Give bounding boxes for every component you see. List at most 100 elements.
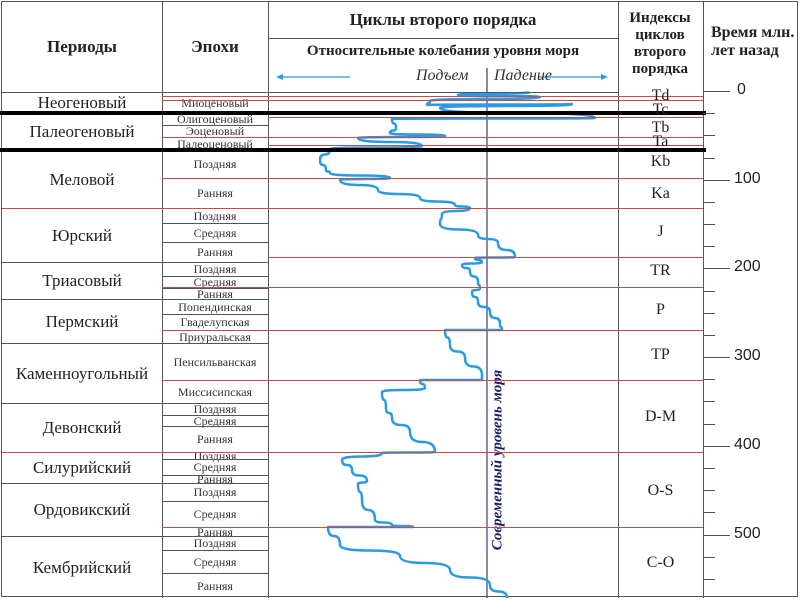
period-name: Палеогеновый: [29, 122, 135, 141]
epoch-name: Ранняя: [197, 432, 233, 446]
epoch-divider: [162, 223, 268, 224]
header-sea-level-title: Относительные колебания уровня моря: [306, 43, 580, 60]
epoch-name: Средняя: [193, 507, 237, 521]
period-name: Меловой: [49, 169, 115, 189]
cycle-boundary-line: [162, 330, 703, 331]
fall-label: Падение: [494, 67, 552, 84]
period-divider: [2, 299, 162, 300]
period-name: Ордовикский: [33, 500, 131, 519]
minor-tick: [703, 556, 715, 558]
epoch-name: Пенсильванская: [173, 354, 257, 369]
epoch-name: Приуральская: [179, 329, 251, 344]
epoch-divider: [162, 415, 268, 416]
epoch-divider: [162, 459, 268, 460]
period-name: Пермский: [45, 311, 119, 331]
fall-arrow-head-icon: [601, 74, 608, 80]
cycle-index: TR: [650, 262, 671, 279]
period-name: Каменноугольный: [15, 363, 149, 383]
header-bottom: [2, 92, 618, 93]
epoch-name: Олигоценовый: [176, 112, 254, 126]
epoch-name: Поздняя: [193, 262, 237, 276]
epoch-divider: [162, 573, 268, 574]
epoch-name: Средняя: [193, 460, 237, 474]
period-divider: [2, 536, 162, 537]
epoch-name: Ранняя: [197, 186, 233, 200]
time-tick-label: 0: [737, 81, 746, 98]
epoch-divider: [162, 475, 268, 476]
epoch-name: Средняя: [193, 413, 237, 428]
header-divider: [268, 38, 618, 39]
cycle-boundary-line: [268, 145, 703, 146]
cycle-index: Td: [651, 87, 670, 104]
cycle-boundary-line: [268, 257, 703, 258]
minor-tick: [703, 157, 715, 159]
epoch-divider: [162, 550, 268, 551]
cycle-boundary-line: [2, 208, 703, 209]
period-divider: [2, 343, 162, 344]
epoch-divider: [162, 262, 268, 263]
epoch-name: Средняя: [193, 225, 237, 240]
epoch-divider: [162, 276, 268, 277]
major-tick: [703, 357, 730, 359]
minor-tick: [703, 246, 715, 248]
cycle-index: J: [657, 223, 664, 240]
period-name: Неогеновый: [37, 93, 127, 112]
cycle-index: D-M: [644, 408, 677, 425]
cycle-boundary-line: [162, 287, 703, 288]
header-periods: Периоды: [47, 37, 117, 57]
epoch-name: Эоценовый: [185, 124, 245, 138]
epoch-name: Ранняя: [197, 524, 233, 539]
period-name: Триасовый: [42, 271, 122, 290]
epoch-name: Ранняя: [197, 472, 233, 486]
cycle-index: O-S: [647, 482, 674, 499]
time-tick-label: 500: [734, 524, 761, 542]
period-name: Кембрийский: [32, 557, 132, 577]
rise-label: Подъем: [416, 67, 469, 84]
minor-tick: [703, 379, 715, 381]
epoch-divider: [162, 288, 268, 289]
epoch-name: Поздняя: [193, 448, 237, 463]
cycle-index: Tc: [652, 101, 669, 118]
cycle-index: Ta: [652, 133, 669, 150]
epoch-divider: [162, 299, 268, 300]
minor-tick: [703, 290, 715, 292]
epoch-divider: [162, 536, 268, 537]
minor-tick: [703, 135, 715, 137]
epoch-name: Гваделупская: [180, 315, 250, 329]
period-name: Силурийский: [32, 458, 132, 477]
epoch-name: Поздняя: [193, 157, 237, 171]
major-tick: [703, 534, 730, 536]
sea-level-curve: [318, 90, 597, 599]
cycle-boundary-line: [162, 380, 703, 381]
cycle-boundary-line: [162, 100, 703, 101]
cycle-boundary-line: [162, 96, 703, 97]
era-boundary-line: [0, 148, 706, 152]
epoch-name: Средняя: [193, 275, 237, 289]
epoch-divider: [162, 501, 268, 502]
rise-arrow-head-icon: [276, 74, 283, 80]
cycle-boundary-line: [268, 117, 703, 118]
epoch-name: Палеоценовый: [177, 136, 253, 151]
column-divider: [703, 2, 704, 598]
epoch-name: Миоценовый: [181, 95, 249, 110]
epoch-divider: [162, 314, 268, 315]
time-tick-label: 200: [734, 258, 761, 276]
minor-tick: [703, 224, 715, 226]
header-epochs: Эпохи: [191, 37, 239, 57]
header-cycles-title: Циклы второго порядка: [349, 10, 537, 30]
period-name: Юрский: [52, 225, 112, 245]
minor-tick: [703, 334, 715, 336]
major-tick: [703, 445, 730, 447]
cycle-index: C-O: [646, 554, 675, 571]
epoch-divider: [162, 403, 268, 404]
epoch-name: Поздняя: [193, 536, 237, 550]
major-tick: [703, 179, 730, 181]
minor-tick: [703, 578, 715, 580]
epoch-name: Поздняя: [193, 485, 237, 499]
minor-tick: [703, 401, 715, 403]
column-divider: [618, 2, 619, 598]
cycle-index: Tb: [651, 119, 670, 136]
